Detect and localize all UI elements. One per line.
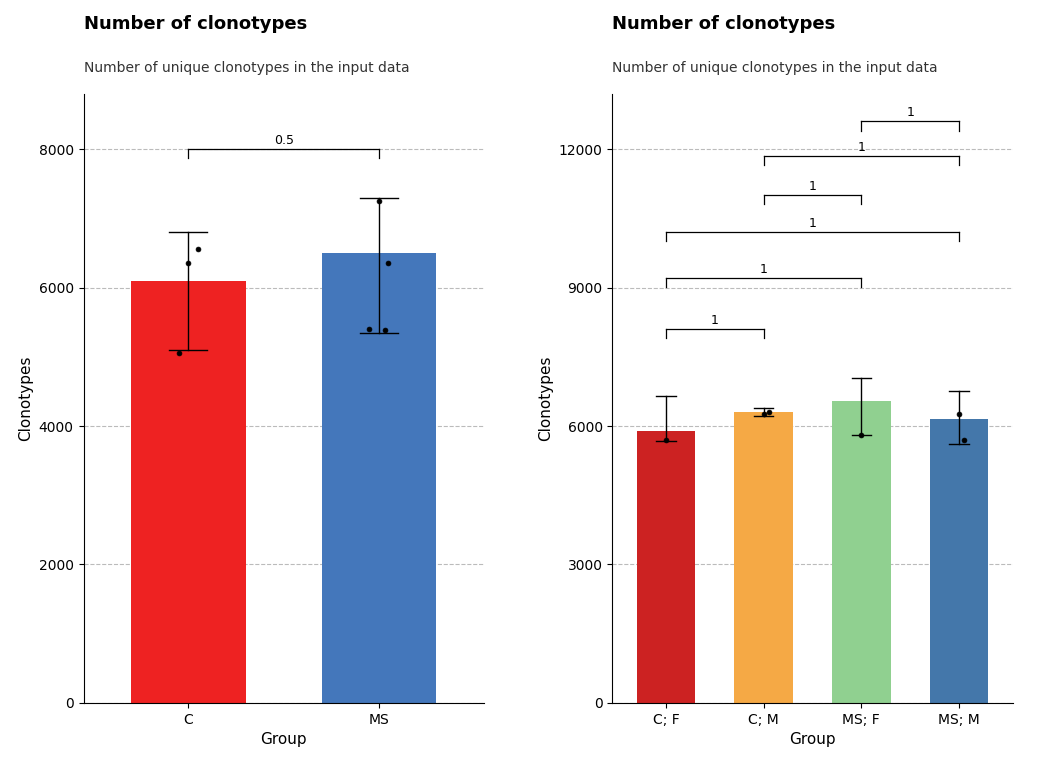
Bar: [132, 280, 245, 703]
Text: 1: 1: [711, 314, 719, 326]
Text: Number of clonotypes: Number of clonotypes: [613, 15, 835, 33]
Text: Number of unique clonotypes in the input data: Number of unique clonotypes in the input…: [613, 62, 939, 76]
Y-axis label: Clonotypes: Clonotypes: [539, 355, 553, 441]
Bar: [832, 401, 891, 703]
Text: 1: 1: [809, 180, 816, 193]
Bar: [322, 253, 436, 703]
Text: 1: 1: [906, 106, 915, 119]
Bar: [930, 419, 989, 703]
Bar: [734, 412, 793, 703]
Bar: [637, 430, 695, 703]
Text: Number of clonotypes: Number of clonotypes: [84, 15, 307, 33]
Text: Number of unique clonotypes in the input data: Number of unique clonotypes in the input…: [84, 62, 409, 76]
Text: 1: 1: [857, 141, 865, 154]
Text: 0.5: 0.5: [274, 134, 293, 147]
Y-axis label: Clonotypes: Clonotypes: [18, 355, 33, 441]
X-axis label: Group: Group: [260, 732, 307, 747]
Text: 1: 1: [809, 217, 816, 230]
Text: 1: 1: [760, 263, 767, 276]
X-axis label: Group: Group: [789, 732, 836, 747]
